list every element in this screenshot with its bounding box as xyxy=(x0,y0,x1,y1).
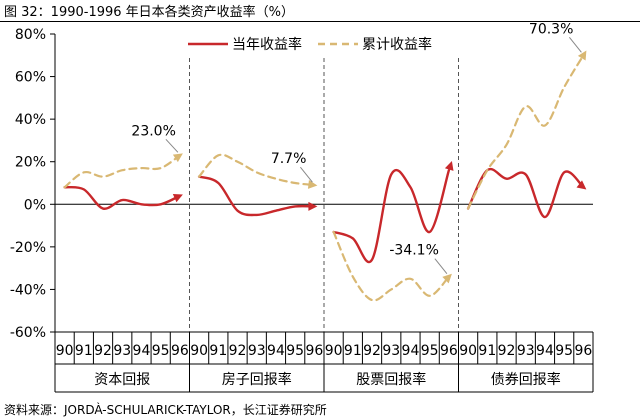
x-tick-label-year: 92 xyxy=(363,343,381,359)
y-tick-label: 0% xyxy=(24,197,46,213)
y-tick-label: 20% xyxy=(15,155,46,171)
chart-legend: 当年收益率 累计收益率 xyxy=(188,36,432,53)
x-group-label: 房子回报率 xyxy=(222,371,292,388)
series-arrowhead-annual xyxy=(576,180,587,190)
series-group-1: 23.0% xyxy=(63,123,183,210)
title-rule xyxy=(0,21,640,22)
series-line-cumulative xyxy=(467,54,585,210)
y-tick-label: 80% xyxy=(15,27,46,43)
x-tick-label-year: 91 xyxy=(344,343,362,359)
x-tick-label-year: 92 xyxy=(498,343,516,359)
x-tick-label-year: 94 xyxy=(267,343,285,359)
data-label-cumulative: 70.3% xyxy=(529,21,573,37)
x-tick-label-year: 93 xyxy=(113,343,131,359)
y-tick-label: 40% xyxy=(15,112,46,128)
x-tick-label-year: 90 xyxy=(325,343,343,359)
y-tick-label: -60% xyxy=(10,325,46,341)
series-line-annual xyxy=(332,168,451,264)
series-line-cumulative xyxy=(63,154,181,189)
x-tick-label-year: 93 xyxy=(382,343,400,359)
x-tick-label-year: 95 xyxy=(152,343,170,359)
x-tick-label-year: 92 xyxy=(94,343,112,359)
x-group-label: 资本回报 xyxy=(94,372,150,388)
x-group-label: 债券回报率 xyxy=(491,371,561,388)
series-group-3: -34.1% xyxy=(332,160,454,302)
y-tick-label: -40% xyxy=(10,282,46,298)
series-line-annual xyxy=(466,167,585,219)
y-tick-label: -20% xyxy=(10,240,46,256)
figure-title: 图 32：1990-1996 年日本各类资产收益率（%） xyxy=(4,5,295,20)
annotation-leader xyxy=(569,36,582,53)
x-tick-label-year: 92 xyxy=(229,343,247,359)
series-arrowhead-annual xyxy=(444,160,454,171)
x-tick-label-year: 96 xyxy=(574,343,592,359)
x-group-label: 股票回报率 xyxy=(356,371,426,388)
x-tick-label-year: 90 xyxy=(56,343,74,359)
annotation-leader xyxy=(165,138,179,153)
series-arrowhead-annual xyxy=(308,201,318,211)
x-tick-label-year: 91 xyxy=(75,343,93,359)
series-arrowhead-cumulative xyxy=(577,50,587,61)
series-arrowhead-annual xyxy=(172,194,183,203)
x-tick-label-year: 94 xyxy=(536,343,554,359)
x-tick-label-year: 96 xyxy=(305,343,323,359)
series-group-4: 70.3% xyxy=(466,21,587,219)
annotation-leader xyxy=(300,166,313,183)
data-label-cumulative: 7.7% xyxy=(271,151,307,167)
data-label-cumulative: -34.1% xyxy=(389,243,439,259)
legend-label-annual: 当年收益率 xyxy=(232,36,302,53)
x-tick-label-year: 91 xyxy=(478,343,496,359)
series-line-annual xyxy=(63,185,182,210)
x-tick-label-year: 95 xyxy=(286,343,304,359)
series-line-cumulative xyxy=(332,230,450,302)
x-tick-label-year: 94 xyxy=(133,343,151,359)
annotation-leader xyxy=(434,258,448,274)
x-tick-label-year: 90 xyxy=(190,343,208,359)
figure-source: 资料来源：JORDÀ-SCHULARICK-TAYLOR，长江证券研究所 xyxy=(4,403,327,417)
legend-label-cumulative: 累计收益率 xyxy=(362,36,432,53)
series-arrowhead-cumulative xyxy=(172,153,183,163)
series-group-2: 7.7% xyxy=(197,151,318,217)
x-tick-label-year: 96 xyxy=(171,343,189,359)
chart-plot: 23.0% 7.7% -34.1% 70.3% xyxy=(63,21,587,302)
x-tick-label-year: 96 xyxy=(440,343,458,359)
x-tick-label-year: 95 xyxy=(421,343,439,359)
series-arrowhead-cumulative xyxy=(442,273,452,284)
data-label-cumulative: 23.0% xyxy=(131,123,175,139)
x-tick-label-year: 90 xyxy=(459,343,477,359)
x-tick-label-year: 93 xyxy=(248,343,266,359)
series-line-annual xyxy=(197,175,316,217)
x-tick-label-year: 95 xyxy=(555,343,573,359)
x-tick-label-year: 91 xyxy=(209,343,227,359)
x-tick-label-year: 94 xyxy=(402,343,420,359)
series-arrowhead-cumulative xyxy=(307,179,318,189)
x-tick-label-year: 93 xyxy=(517,343,535,359)
y-tick-label: 60% xyxy=(15,70,46,86)
series-line-cumulative xyxy=(198,153,316,187)
chart-axes: -60%-40%-20%0%20%40%60%80%90 91 92 93 94 95 96… xyxy=(10,27,594,393)
